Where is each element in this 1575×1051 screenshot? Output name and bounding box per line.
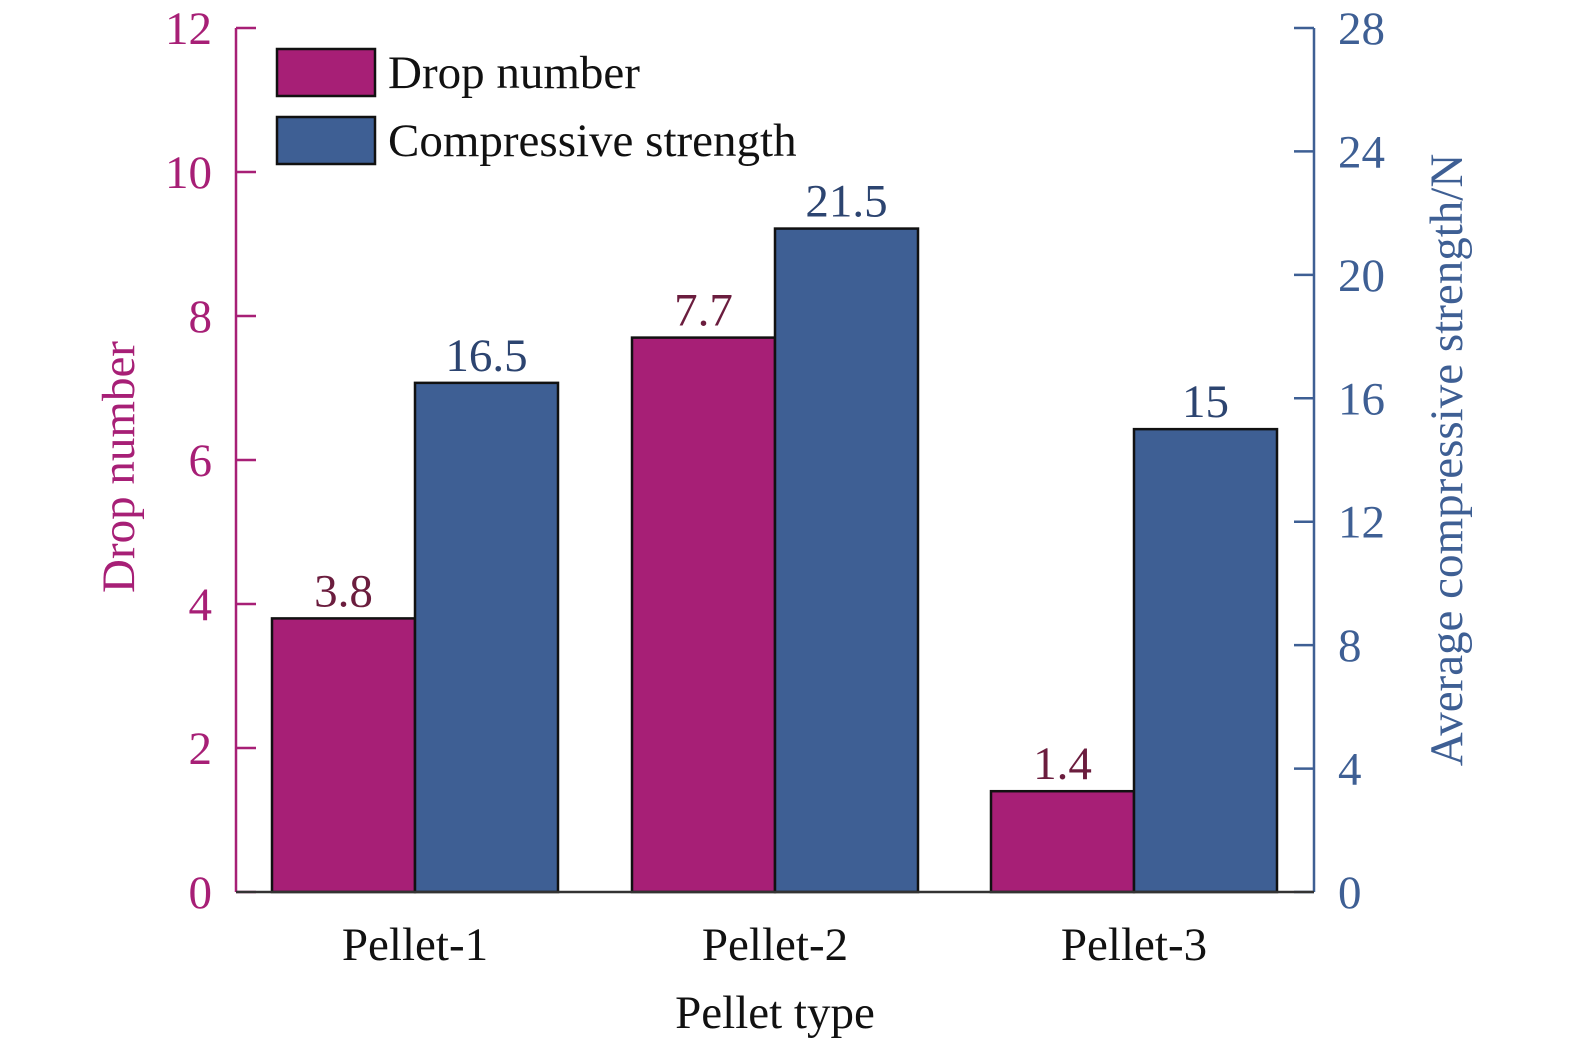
x-tick-label: Pellet-1 [342, 919, 488, 971]
y-left-tick-label: 8 [189, 291, 213, 343]
value-label: 21.5 [805, 176, 887, 228]
y-left-tick-label: 12 [165, 3, 212, 55]
y-left-tick-label: 4 [189, 579, 213, 631]
y-right-tick-label: 28 [1338, 3, 1385, 55]
y-right-tick-label: 0 [1338, 867, 1362, 919]
x-axis-title: Pellet type [675, 987, 875, 1039]
x-tick-label: Pellet-2 [702, 919, 848, 971]
y-right-tick-label: 20 [1338, 250, 1385, 302]
y-left-tick-label: 2 [189, 723, 213, 775]
legend-swatch-drop-number [275, 47, 377, 98]
legend-swatch-compressive-strength [275, 115, 377, 166]
x-tick-label: Pellet-3 [1061, 919, 1207, 971]
bar-drop-number-pellet-1 [270, 617, 417, 894]
value-label: 1.4 [1033, 738, 1092, 790]
value-label: 15 [1182, 376, 1229, 428]
y-right-axis-title: Average compressive strength/N [1421, 154, 1473, 767]
y-left-tick-label: 6 [189, 435, 213, 487]
legend-label-compressive-strength: Compressive strength [388, 115, 797, 167]
y-right-tick-label: 8 [1338, 620, 1362, 672]
y-right-tick-label: 12 [1338, 497, 1385, 549]
y-right-tick-label: 16 [1338, 373, 1385, 425]
bar-drop-number-pellet-2 [630, 336, 777, 894]
value-label: 3.8 [314, 565, 373, 617]
y-right-tick-label: 4 [1338, 744, 1362, 796]
bar-compressive-strength-pellet-1 [413, 381, 560, 894]
legend-label-drop-number: Drop number [388, 47, 640, 99]
value-label: 7.7 [674, 285, 733, 337]
legend: Drop number Compressive strength [275, 47, 797, 167]
value-labels-layer: 3.8 7.7 1.4 16.5 21.5 15 [314, 176, 1229, 791]
y-left-tick-label: 10 [165, 147, 212, 199]
y-left-tick-label: 0 [189, 867, 213, 919]
value-label: 16.5 [445, 330, 527, 382]
y-left-axis-title: Drop number [93, 341, 145, 593]
bar-drop-number-pellet-3 [989, 789, 1136, 894]
y-right-tick-label: 24 [1338, 126, 1385, 178]
bar-compressive-strength-pellet-3 [1132, 427, 1279, 894]
bar-compressive-strength-pellet-2 [773, 227, 920, 894]
bars-layer [270, 227, 1279, 894]
